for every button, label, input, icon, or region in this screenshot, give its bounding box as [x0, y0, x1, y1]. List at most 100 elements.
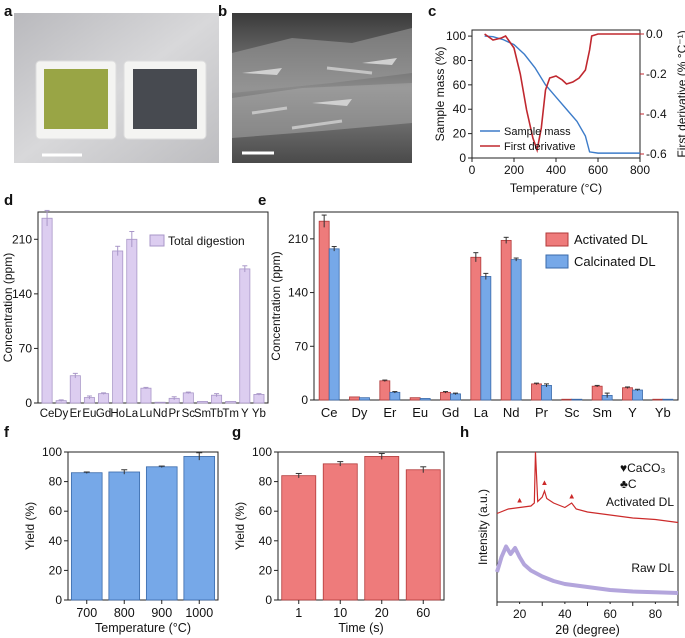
f-ytick-4: 80 — [49, 475, 63, 489]
e-ytick-3: 210 — [288, 232, 308, 246]
e-xtick-Pr: Pr — [535, 405, 549, 420]
d-bar-Lu — [140, 387, 152, 404]
d-bar-Sm — [196, 401, 208, 404]
h-peak-marker-2: ▲ — [568, 492, 576, 501]
d-ylabel: Concentration (ppm) — [1, 253, 15, 362]
d-legend-label: Total digestion — [168, 234, 245, 248]
d-ytick-0: 0 — [25, 396, 32, 410]
e-legend-label-1: Calcinated DL — [574, 254, 656, 269]
h-xtick-7: 80 — [649, 607, 663, 621]
e-legend-swatch-0 — [545, 232, 569, 247]
f-xtick-700: 700 — [76, 606, 97, 620]
d-plot-frame — [37, 211, 269, 404]
d-xtick-Er: Er — [70, 408, 82, 420]
g-ytick-3: 60 — [259, 504, 273, 518]
d-bar-Ce — [41, 217, 53, 404]
h-xlabel: 2θ (degree) — [555, 623, 620, 637]
g-ytick-2: 40 — [259, 534, 273, 548]
tga-legend-mass: Sample mass — [504, 126, 571, 138]
d-bar-Y — [239, 268, 251, 404]
tga-ytick-2: 40 — [453, 102, 467, 116]
e-xtick-Nd: Nd — [503, 405, 520, 420]
f-plot-frame — [67, 451, 219, 601]
h-peak-marker-1: ▲ — [541, 478, 549, 487]
f-ytick-2: 40 — [49, 534, 63, 548]
f-bar-800 — [108, 471, 141, 601]
e-ylabel: Concentration (ppm) — [269, 251, 283, 360]
d-ytick-3: 210 — [12, 232, 32, 246]
g-bar-60 — [405, 469, 441, 601]
tga-ylabel: Sample mass (%) — [433, 47, 447, 142]
g-bar-20 — [364, 456, 400, 601]
tga-ytick-0: 0 — [459, 151, 466, 165]
tga-xtick-3: 600 — [588, 163, 608, 177]
h-xtick-5: 60 — [603, 607, 617, 621]
f-bar-900 — [145, 466, 178, 601]
tga-xtick-1: 200 — [504, 163, 524, 177]
d-bar-Nd — [154, 401, 166, 404]
d-ytick-1: 70 — [19, 341, 33, 355]
e-bar-calc-Sc — [571, 398, 583, 401]
g-bar-10 — [322, 463, 358, 601]
d-bar-Sc — [182, 392, 194, 404]
h-label-activated: Activated DL — [606, 495, 674, 509]
tga-y2tick-3: -0.6 — [646, 147, 667, 161]
e-xtick-Dy: Dy — [352, 405, 368, 420]
e-bar-calc-Er — [389, 391, 401, 401]
e-bar-act-Er — [379, 380, 391, 401]
panel-letter-e: e — [258, 192, 266, 209]
chart-total-digestion: 0 70 140 210 Concentration (ppm) Ce Dy Er Eu Gd Ho… — [1, 209, 269, 420]
h-xtick-3: 40 — [558, 607, 572, 621]
f-ylabel: Yield (%) — [23, 502, 37, 550]
e-xtick-Sm: Sm — [592, 405, 612, 420]
h-ylabel: Intensity (a.u.) — [476, 489, 490, 565]
e-xtick-Y: Y — [628, 405, 637, 420]
e-bar-calc-Eu — [419, 398, 431, 401]
e-bar-act-Gd — [440, 391, 451, 401]
d-xtick-Nd: Nd — [153, 408, 168, 420]
d-bar-Tm — [225, 401, 237, 404]
e-bar-act-Pr — [531, 383, 542, 401]
chart-xrd: 20 40 60 80 2θ (degree) Intensity (a.u.) Activ… — [476, 451, 679, 637]
tga-y2label: First derivative (% °C⁻¹) — [675, 30, 685, 157]
d-legend-swatch — [149, 234, 165, 247]
e-bar-calc-Pr — [541, 385, 552, 401]
chart-ree-comparison: 0 70 140 210 Concentration (ppm) Ce Dy Er Eu Gd La… — [269, 211, 679, 420]
d-xtick-Sm: Sm — [194, 408, 211, 420]
h-peak-marker-0: ▲ — [516, 495, 524, 504]
tga-xlabel: Temperature (°C) — [510, 181, 602, 195]
e-bar-act-Eu — [409, 397, 421, 401]
e-plot-frame — [313, 211, 679, 401]
d-xtick-Pr: Pr — [168, 408, 180, 420]
e-bar-act-La — [470, 256, 482, 401]
f-ytick-5: 100 — [42, 445, 62, 459]
d-bar-Ho — [112, 250, 124, 404]
e-xtick-Eu: Eu — [412, 405, 428, 420]
tga-ytick-4: 80 — [453, 53, 467, 67]
panel-letter-d: d — [4, 192, 13, 209]
f-ytick-3: 60 — [49, 504, 63, 518]
photo-samples — [14, 13, 219, 163]
f-ytick-0: 0 — [55, 593, 62, 607]
d-bar-Gd — [98, 393, 110, 404]
tga-xtick-2: 400 — [546, 163, 566, 177]
d-xtick-Y: Y — [241, 408, 249, 420]
tga-ytick-3: 60 — [453, 78, 467, 92]
e-legend-label-0: Activated DL — [574, 232, 648, 247]
g-ytick-0: 0 — [265, 593, 272, 607]
e-xtick-La: La — [474, 405, 489, 420]
chart-yield-time: 0 20 40 60 80 100 Yield (%) 1 10 20 60 Time (s) — [233, 445, 445, 635]
e-legend-swatch-1 — [545, 254, 569, 269]
e-xtick-Er: Er — [383, 405, 397, 420]
h-series-activated — [496, 451, 679, 524]
h-label-raw: Raw DL — [631, 561, 674, 575]
e-bar-calc-Dy — [359, 397, 370, 401]
f-ytick-1: 20 — [49, 563, 63, 577]
g-plot-frame — [277, 451, 445, 601]
photo-samples-drawing — [14, 13, 219, 163]
g-ytick-5: 100 — [252, 445, 272, 459]
e-xtick-Gd: Gd — [442, 405, 459, 420]
panel-letter-b: b — [218, 3, 227, 20]
d-xtick-Lu: Lu — [140, 408, 153, 420]
